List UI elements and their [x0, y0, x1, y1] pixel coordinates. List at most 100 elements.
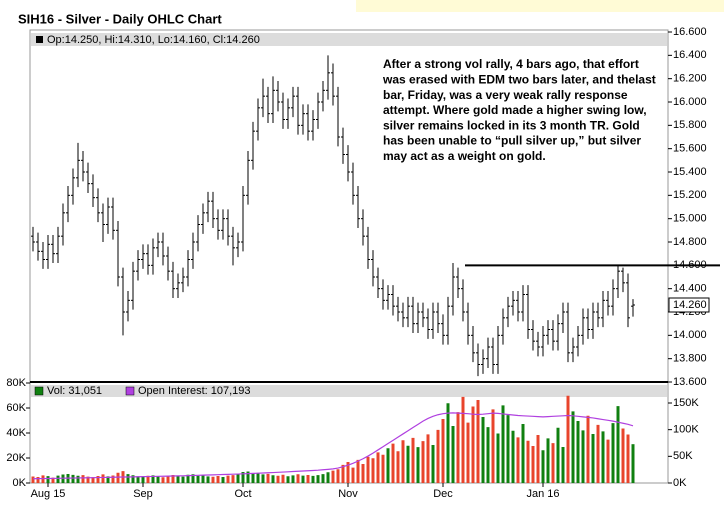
- volume-bar: [306, 475, 310, 483]
- ohlc-icon: [36, 36, 43, 43]
- volume-bar: [266, 473, 270, 483]
- volume-bar: [576, 421, 580, 483]
- header-strip: [31, 33, 667, 46]
- y-tick-label: 15.600: [673, 143, 707, 155]
- y2-tick-label: 100K: [673, 424, 699, 436]
- volume-bar: [446, 403, 450, 483]
- volume-bar: [621, 428, 625, 483]
- y-tick-label: 14.000: [673, 329, 707, 341]
- y-tick-label: 80K: [6, 377, 26, 389]
- volume-bar: [341, 464, 345, 483]
- vol-header-strip: [31, 385, 667, 397]
- volume-bar: [361, 464, 365, 483]
- volume-bar: [161, 477, 165, 483]
- volume-bar: [256, 472, 260, 483]
- volume-bar: [606, 439, 610, 483]
- y-tick-label: 13.800: [673, 353, 707, 365]
- volume-bar: [76, 475, 80, 483]
- y-tick-label: 16.600: [673, 26, 707, 38]
- legend-label: Vol: 31,051: [47, 385, 102, 397]
- volume-bar: [511, 430, 515, 483]
- volume-bar: [356, 459, 360, 483]
- volume-bar: [631, 444, 635, 483]
- volume-bar: [151, 475, 155, 483]
- volume-bar: [186, 474, 190, 483]
- y-tick-label: 15.400: [673, 166, 707, 178]
- volume-bar: [326, 472, 330, 483]
- volume-bar: [101, 474, 105, 483]
- legend-swatch: [34, 386, 44, 396]
- volume-bar: [441, 419, 445, 483]
- volume-bar: [106, 476, 110, 483]
- volume-bar: [231, 475, 235, 483]
- volume-bar: [176, 475, 180, 483]
- volume-bar: [381, 454, 385, 483]
- volume-bar: [41, 475, 45, 483]
- y-tick-label: 16.400: [673, 49, 707, 61]
- volume-bar: [201, 475, 205, 483]
- volume-bar: [411, 437, 415, 483]
- volume-bar: [251, 473, 255, 483]
- volume-bar: [406, 445, 410, 483]
- volume-bar: [111, 475, 115, 483]
- volume-bar: [281, 474, 285, 483]
- x-tick-label: Jan 16: [526, 488, 559, 500]
- x-tick-label: Aug 15: [31, 488, 66, 500]
- volume-bar: [601, 431, 605, 483]
- volume-bar: [71, 474, 75, 483]
- volume-bar: [221, 477, 225, 483]
- volume-bar: [471, 406, 475, 483]
- volume-bar: [586, 415, 590, 483]
- volume-bar: [116, 472, 120, 483]
- volume-bar: [191, 474, 195, 483]
- volume-bar: [196, 475, 200, 483]
- annotation: attempt. Where gold made a higher swing …: [383, 103, 647, 117]
- volume-bar: [171, 475, 175, 483]
- x-tick-label: Dec: [433, 488, 453, 500]
- volume-bar: [96, 476, 100, 483]
- volume-bar: [396, 451, 400, 483]
- annotation: After a strong vol rally, 4 bars ago, th…: [383, 57, 639, 71]
- volume-bar: [166, 475, 170, 483]
- volume-bar: [481, 417, 485, 483]
- volume-bar: [466, 422, 470, 483]
- y2-tick-label: 50K: [673, 450, 693, 462]
- volume-bar: [526, 440, 530, 483]
- annotation: was erased with EDM two bars later, and …: [382, 72, 656, 86]
- volume-bar: [416, 447, 420, 483]
- banner: [356, 0, 724, 12]
- volume-bar: [626, 434, 630, 483]
- volume-bar: [596, 424, 600, 483]
- legend-label: Open Interest: 107,193: [138, 385, 251, 397]
- volume-bar: [501, 405, 505, 483]
- volume-bar: [431, 445, 435, 483]
- volume-bar: [476, 400, 480, 483]
- volume-bar: [386, 448, 390, 483]
- volume-bar: [346, 462, 350, 483]
- volume-bar: [541, 450, 545, 483]
- volume-bar: [366, 456, 370, 483]
- volume-bar: [571, 411, 575, 483]
- volume-bar: [436, 429, 440, 483]
- volume-bar: [301, 475, 305, 483]
- volume-bar: [461, 396, 465, 483]
- volume-bar: [81, 475, 85, 483]
- y-tick-label: 15.200: [673, 189, 707, 201]
- volume-bar: [236, 474, 240, 483]
- volume-bar: [31, 476, 35, 483]
- volume-bar: [226, 475, 230, 483]
- volume-bar: [521, 424, 525, 483]
- volume-bar: [376, 452, 380, 483]
- volume-bar: [86, 476, 90, 483]
- volume-bar: [261, 474, 265, 483]
- last-price-label: 14.260: [673, 299, 707, 311]
- x-tick-label: Nov: [338, 488, 358, 500]
- volume-bar: [51, 477, 55, 483]
- x-tick-label: Sep: [133, 488, 153, 500]
- y-tick-label: 16.200: [673, 73, 707, 85]
- volume-bar: [536, 435, 540, 483]
- ohlc-header: Op:14.250, Hi:14.310, Lo:14.160, Cl:14.2…: [47, 34, 260, 46]
- volume-bar: [321, 474, 325, 483]
